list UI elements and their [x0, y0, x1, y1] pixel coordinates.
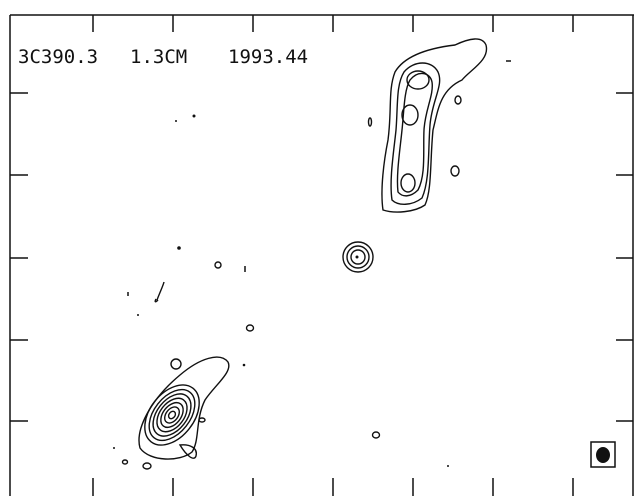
- beam: [591, 442, 615, 467]
- band-label: 1.3CM: [130, 46, 187, 68]
- epoch-label: 1993.44: [228, 46, 308, 68]
- source-label: 3C390.3: [18, 46, 98, 68]
- frame: [10, 15, 634, 496]
- core: [343, 242, 373, 272]
- northern-jet: [369, 39, 512, 212]
- southern-lobe: [123, 357, 229, 469]
- contour-map: 3C390.3 1.3CM 1993.44: [0, 0, 635, 496]
